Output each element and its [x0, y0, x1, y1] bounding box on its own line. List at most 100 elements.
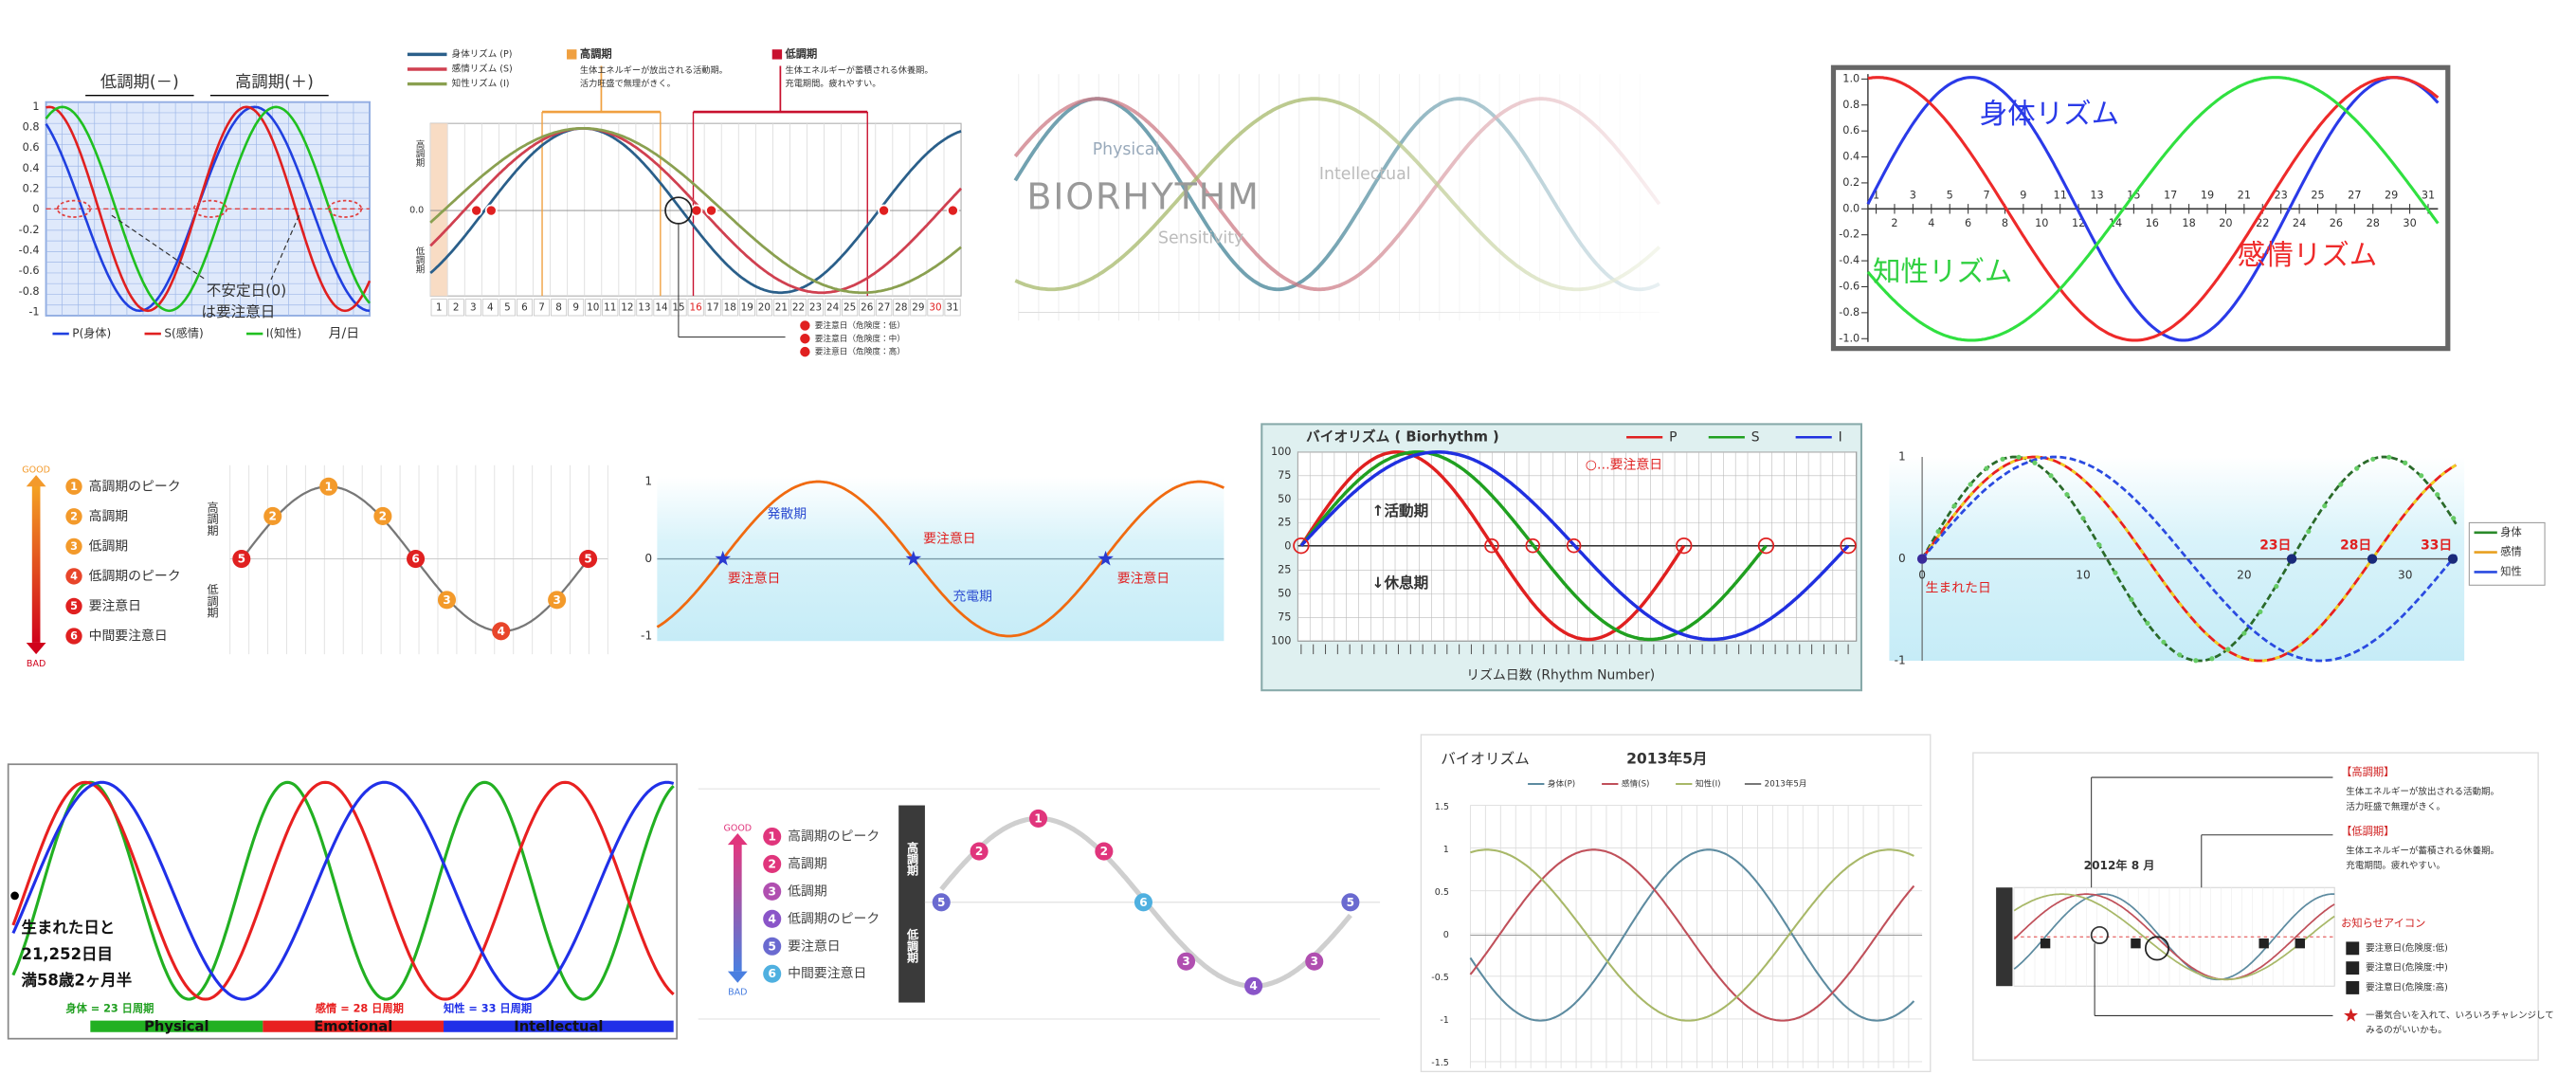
day-cell [499, 299, 516, 317]
label: 30 [2403, 217, 2416, 229]
label: 2 [379, 509, 387, 522]
day-dot [1951, 503, 1957, 509]
cycle-dot [2367, 554, 2378, 564]
label: 1 [324, 480, 332, 493]
frame [1420, 734, 1932, 1073]
label: Physical [1093, 140, 1160, 159]
label: 生体エネルギーが放出される活動期。 [2346, 786, 2499, 797]
label-strip [1996, 887, 2013, 987]
label: 2013年5月 [1765, 778, 1807, 790]
label: -0.2 [1839, 228, 1859, 241]
label: 3 [470, 301, 477, 313]
label: 高調期 [206, 501, 219, 537]
label: 感情 = 28 日周期 [316, 1001, 404, 1014]
label: ↓休息期 [1371, 574, 1428, 592]
day-dot [2193, 658, 2199, 664]
label: 月/日 [329, 326, 359, 341]
day-cell [755, 299, 772, 317]
label: 身体 = 23 日周期 [65, 1001, 154, 1014]
caution-mark [705, 204, 717, 217]
caution-mark [690, 204, 703, 217]
point-marker [1341, 893, 1360, 912]
label: P [1669, 429, 1677, 445]
today-band [430, 123, 448, 297]
focus-ring [2090, 925, 2109, 945]
legend-swatch [567, 49, 577, 60]
label: 身体(P) [1548, 778, 1575, 790]
curve [1921, 455, 2458, 663]
label: 知性リズム [1873, 255, 2012, 287]
day-dot [2177, 652, 2183, 658]
label: 要注意日(危険度:高) [2366, 981, 2448, 993]
star [2344, 1008, 2358, 1022]
label: 0 [1443, 930, 1449, 940]
cycle-bar [263, 1020, 444, 1032]
point-marker [1244, 976, 1263, 995]
label: 生体エネルギーが蓄積される休養期。 [786, 64, 934, 76]
label: -1 [641, 629, 652, 643]
label: 31 [946, 301, 958, 313]
label: バイオリズム ( Biorhythm ) [1306, 428, 1499, 445]
label: 23 [809, 301, 822, 313]
day-dot [2113, 570, 2118, 575]
caution-mark [327, 199, 363, 218]
curve [1920, 455, 2458, 663]
label: 3 [443, 593, 450, 607]
icon [2346, 961, 2360, 975]
label: -0.2 [19, 224, 40, 236]
label: 21,252日目 [22, 945, 113, 963]
label: 6 [768, 966, 776, 980]
day-cell [807, 299, 825, 317]
birth-dot [1916, 554, 1928, 564]
label: 100 [1271, 446, 1291, 458]
curve [429, 126, 962, 295]
label: 13 [638, 301, 650, 313]
label: 感情 [2500, 545, 2522, 558]
label: 低調期(－) [100, 73, 179, 92]
label: 10 [587, 301, 599, 313]
point-marker [579, 550, 598, 569]
curve [45, 105, 371, 313]
label: みるのがいいかも。 [2366, 1025, 2447, 1036]
label: 11 [2054, 189, 2067, 201]
focus-ring [2144, 936, 2169, 961]
day-dot [2064, 492, 2070, 498]
day-dot [2274, 583, 2279, 590]
label: 中間要注意日 [788, 966, 866, 981]
label: 知性 [2500, 564, 2522, 577]
day-cell [585, 299, 602, 317]
label: 23日 [2259, 538, 2291, 554]
label: 1 [70, 481, 78, 493]
day-dot [2435, 492, 2440, 498]
day-dot [2403, 460, 2408, 465]
day-dot [2370, 456, 2376, 462]
label: 22 [792, 301, 805, 313]
label: -1.0 [1839, 332, 1859, 344]
label: 3 [70, 540, 78, 553]
label: 17 [707, 301, 719, 313]
label: 低調期 [788, 884, 827, 899]
label: 2 [453, 301, 460, 313]
label: 25 [1278, 564, 1291, 576]
label: 高調期のピーク [89, 478, 181, 494]
label: 要注意日 [788, 938, 840, 954]
label: 19 [2201, 189, 2214, 201]
icon [2259, 938, 2269, 949]
label: 0.6 [1842, 124, 1859, 137]
label: S(感情) [164, 326, 203, 340]
scale-arrow [31, 482, 41, 643]
label: 10 [2035, 217, 2048, 229]
caution-mark [192, 199, 228, 218]
label: 20 [2237, 568, 2251, 581]
label: 高調期(＋) [235, 73, 314, 92]
day-dot [2096, 542, 2102, 548]
label: 0.0 [409, 206, 424, 216]
label: 1 [644, 475, 652, 488]
marker-icon [800, 320, 810, 331]
cycle-dot [2447, 554, 2458, 564]
label: 22 [2256, 217, 2269, 229]
point-marker [263, 506, 282, 525]
label: 2 [269, 509, 277, 522]
label: 一番気合いを入れて、いろいろチャレンジして [2366, 1010, 2554, 1021]
label: 低調期 [89, 538, 129, 554]
